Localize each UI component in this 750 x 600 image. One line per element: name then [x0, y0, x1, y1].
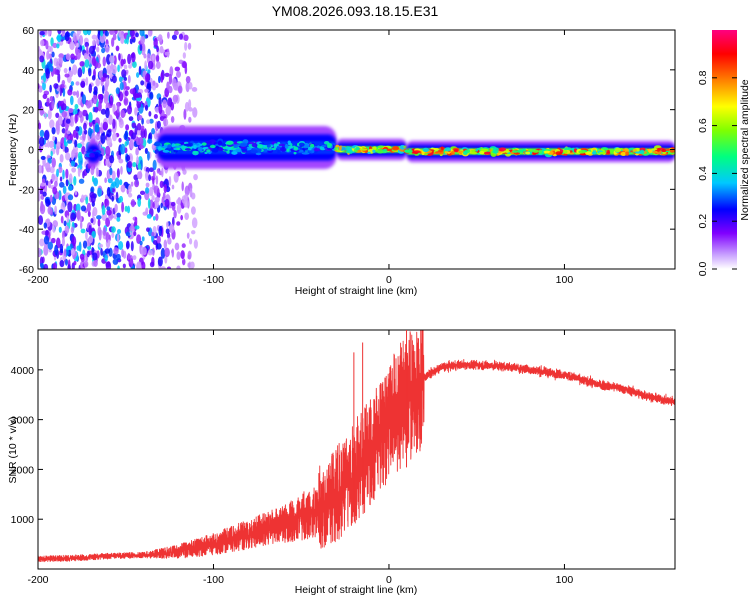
snr-xtick-label: 100 — [556, 574, 574, 586]
spectrogram-xlabel: Height of straight line (km) — [295, 285, 418, 297]
snr-series-line — [38, 330, 675, 563]
spectrogram-xtick-label: 100 — [556, 274, 574, 286]
snr-ytick-label: 3000 — [11, 415, 35, 427]
figure-title: YM08.2026.093.18.15.E31 — [272, 3, 439, 19]
snr-ytick-label: 4000 — [11, 365, 35, 377]
colorbar-tick-label: 0.6 — [697, 118, 709, 133]
snr-xtick-label: -100 — [203, 574, 224, 586]
snr-xtick-label: 0 — [386, 574, 392, 586]
heatmap-segment — [84, 139, 103, 168]
snr-frame — [37, 329, 676, 570]
colorbar-tick-label: 0.4 — [697, 166, 709, 181]
heatmap-segment — [403, 140, 675, 163]
snr-xtick-label: -200 — [27, 574, 48, 586]
snr-ylabel: SNR (10 * v/v) — [7, 416, 19, 483]
heatmap-segment — [38, 30, 198, 269]
snr-panel: -200 -100 0 100 1000 2000 3000 4000 Height of s… — [7, 329, 676, 596]
snr-ticks: -200 -100 0 100 1000 2000 3000 4000 — [11, 330, 675, 586]
spectrogram-ytick-label: -20 — [19, 184, 34, 196]
snr-xlabel: Height of straight line (km) — [295, 584, 418, 596]
spectrogram-xtick-label: -200 — [27, 274, 48, 286]
spectrogram-ytick-label: 40 — [22, 65, 34, 77]
spectrogram-ytick-label: -60 — [19, 264, 34, 276]
snr-ytick-label: 2000 — [11, 464, 35, 476]
colorbar-gradient — [712, 30, 737, 269]
spectrogram-xtick-label: -100 — [203, 274, 224, 286]
spectrogram-ylabel: Frequency (Hz) — [7, 114, 19, 186]
colorbar-ticks: 0.0 0.2 0.4 0.6 0.8 — [697, 70, 737, 276]
spectrogram-ytick-label: 60 — [22, 25, 34, 37]
colorbar-tick-label: 0.8 — [697, 70, 709, 85]
spectrogram-xtick-label: 0 — [386, 274, 392, 286]
spectrogram-ytick-label: -40 — [19, 224, 34, 236]
snr-spikes — [353, 330, 408, 513]
colorbar-tick-label: 0.0 — [697, 262, 709, 277]
colorbar: 0.0 0.2 0.4 0.6 0.8 Normalized spectral ampl… — [697, 30, 750, 276]
spectrogram-ytick-label: 20 — [22, 105, 34, 117]
heatmap-layer — [38, 30, 675, 269]
spectrogram-ytick-label: 0 — [28, 145, 34, 157]
colorbar-tick-label: 0.2 — [697, 214, 709, 229]
snr-ytick-label: 1000 — [11, 514, 35, 526]
colorbar-label: Normalized spectral amplitude — [739, 79, 750, 220]
heatmap-segment — [153, 125, 338, 170]
heatmap-segment — [334, 138, 408, 161]
